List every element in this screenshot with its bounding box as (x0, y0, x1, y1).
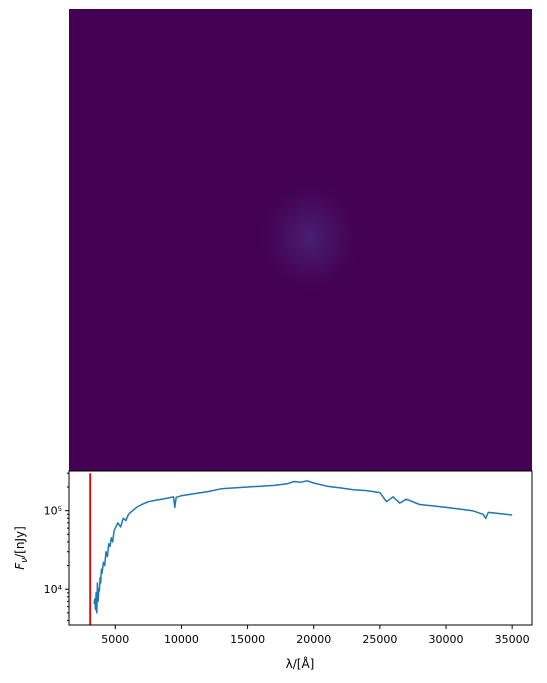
y-tick-label: 10⁵ (44, 505, 62, 518)
chart-axes: 5000 10000 15000 20000 25000 30000 35000 10⁴ 10⁵ (44, 472, 530, 646)
x-tick-label: 35000 (495, 633, 530, 646)
x-tick-label: 15000 (230, 633, 265, 646)
x-tick-label: 10000 (164, 633, 199, 646)
galaxy-source-blob (255, 177, 365, 297)
x-tick-label: 30000 (429, 633, 464, 646)
x-axis-label: λ/[Å] (286, 656, 315, 671)
x-tick-label: 25000 (362, 633, 397, 646)
y-tick-label: 10⁴ (44, 583, 63, 596)
galaxy-image-panel (69, 9, 532, 471)
x-tick-label: 5000 (101, 633, 129, 646)
spectrum-marks (89, 473, 513, 625)
x-tick-label: 20000 (296, 633, 331, 646)
spectrum-line (93, 480, 513, 614)
plot-frame (68, 470, 533, 626)
y-axis-label: Fν/[nJy] (13, 526, 30, 570)
plot-area (69, 471, 532, 625)
